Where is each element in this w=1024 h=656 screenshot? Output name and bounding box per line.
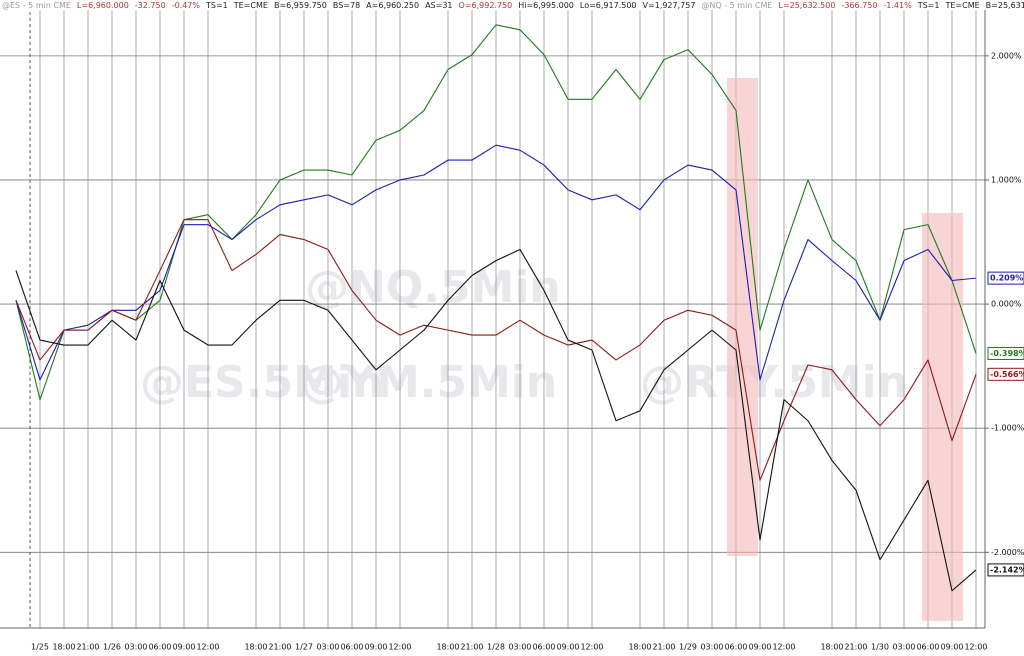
end-label-box [987,563,1024,577]
end-label-box [987,271,1024,285]
lines [15,24,977,592]
header-item: B=6,959.750 [274,1,327,10]
header: @ES - 5 min CME L=6,960.000 -32.750 -0.47% T… [2,1,1024,10]
end-label-box [987,346,1024,360]
x-tick-label: 06:00 [340,643,363,652]
header-item: V=1,927,757 [643,1,696,10]
end-label: -2.142% [990,565,1024,574]
end-label: -0.398% [990,349,1024,358]
x-tick-label: 1/25 [31,643,49,652]
x-tick-label: 06:00 [916,643,939,652]
x-tick-label: 12:00 [388,643,411,652]
x-tick-label: 21:00 [268,643,291,652]
header-item: TS=1 [205,1,228,10]
x-tick-label: 03:00 [508,643,531,652]
x-tick-label: 18:00 [820,643,843,652]
header-item: A=6,960.250 [366,1,419,10]
y-tick-label: -1.000% [991,424,1024,433]
header-item: @NQ - 5 min CME [701,1,772,10]
y-tick-label: -2.000% [991,548,1024,557]
watermarks: @ES.5Min @NQ.5Min @YM.5Min @RTY.5Min [140,262,908,408]
header-item: @ES - 5 min CME [2,1,71,10]
x-tick-label: 03:00 [316,643,339,652]
series-line [15,248,977,592]
x-tick-label: 21:00 [652,643,675,652]
x-tick-label: 12:00 [964,643,987,652]
header-item: AS=31 [425,1,452,10]
header-item: BS=78 [333,1,360,10]
x-tick-label: 1/29 [679,643,697,652]
x-tick-label: 18:00 [244,643,267,652]
x-tick-label: 21:00 [460,643,483,652]
header-item: -0.47% [172,1,201,10]
y-tick-label: 0.000% [991,300,1022,309]
x-tick-label: 09:00 [364,643,387,652]
end-label: -0.566% [990,370,1024,379]
header-item: O=6,992.750 [459,1,513,10]
x-tick-label: 06:00 [532,643,555,652]
highlight-box [922,213,963,621]
header-item: L=25,632.500 [778,1,835,10]
x-tick-label: 1/30 [871,643,889,652]
x-tick-label: 03:00 [892,643,915,652]
axes: 2.000%1.000%0.000%-1.000%-2.000%1/25 18:0… [31,51,1024,652]
watermark: @YM.5Min [300,357,557,408]
x-tick-label: 1/28 [487,643,505,652]
x-tick-label: 18:00 [628,643,651,652]
x-tick-label: 12:00 [772,643,795,652]
header-item: -32.750 [135,1,166,10]
highlight-box [727,78,758,556]
x-tick-label: 18:00 [52,643,75,652]
header-item: -366.750 [841,1,877,10]
x-tick-label: 1/27 [295,643,313,652]
x-tick-label: 21:00 [76,643,99,652]
header-item: Lo=6,917.500 [580,1,637,10]
x-tick-label: 21:00 [844,643,867,652]
x-tick-label: 03:00 [124,643,147,652]
end-label: 0.209% [990,274,1023,283]
y-tick-label: 2.000% [991,51,1022,60]
x-tick-label: 09:00 [556,643,579,652]
x-tick-label: 12:00 [196,643,219,652]
x-tick-label: 03:00 [700,643,723,652]
header-item: TE=CME [233,1,268,10]
x-tick-label: 06:00 [724,643,747,652]
end-label-box [987,367,1024,381]
watermark: @RTY.5Min [640,357,908,408]
x-tick-label: 09:00 [940,643,963,652]
series-line [15,144,977,381]
y-tick-label: 1.000% [991,175,1022,184]
series-line [15,219,977,481]
x-tick-label: 06:00 [148,643,171,652]
x-tick-label: 1/26 [103,643,121,652]
x-tick-label: 18:00 [436,643,459,652]
header-item: B=25,631.500 [986,1,1024,10]
x-tick-label: 09:00 [172,643,195,652]
x-tick-label: 09:00 [748,643,771,652]
header-item: Hi=6,995.000 [518,1,574,10]
header-item: L=6,960.000 [77,1,129,10]
header-item: -1.41% [883,1,912,10]
header-item: TS=1 [917,1,940,10]
watermark: @NQ.5Min [305,262,561,313]
header-item: TE=CME [944,1,979,10]
watermark: @ES.5Min [140,357,383,408]
x-tick-label: 12:00 [580,643,603,652]
